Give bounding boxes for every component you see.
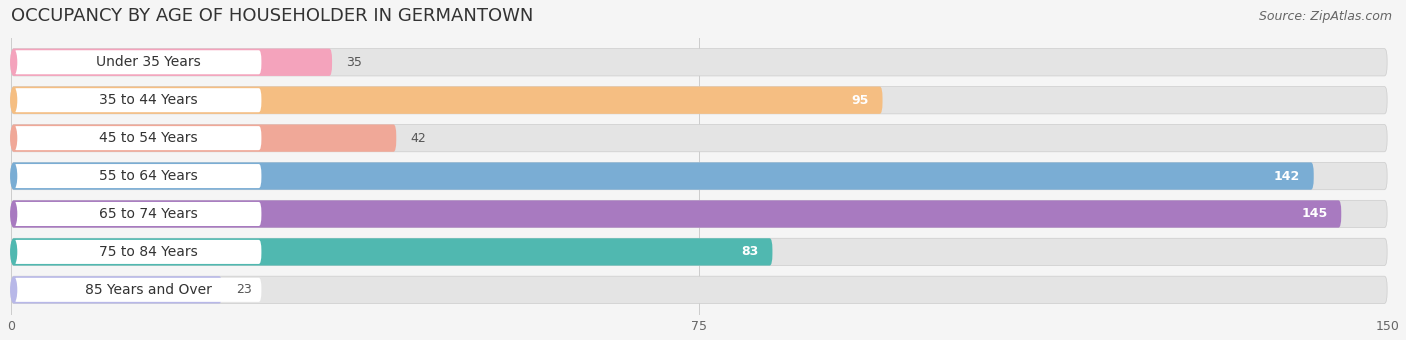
FancyBboxPatch shape	[14, 88, 262, 112]
FancyBboxPatch shape	[11, 124, 1388, 152]
Text: 35: 35	[346, 56, 361, 69]
Text: 83: 83	[741, 245, 759, 258]
Text: Source: ZipAtlas.com: Source: ZipAtlas.com	[1258, 10, 1392, 23]
Circle shape	[11, 240, 17, 264]
Circle shape	[11, 164, 17, 188]
FancyBboxPatch shape	[11, 124, 396, 152]
FancyBboxPatch shape	[14, 50, 262, 74]
Circle shape	[11, 88, 17, 112]
FancyBboxPatch shape	[11, 87, 1388, 114]
Text: 95: 95	[852, 94, 869, 107]
FancyBboxPatch shape	[11, 276, 222, 304]
FancyBboxPatch shape	[11, 163, 1388, 190]
Circle shape	[11, 126, 17, 150]
Text: 85 Years and Over: 85 Years and Over	[86, 283, 212, 297]
FancyBboxPatch shape	[11, 238, 772, 266]
FancyBboxPatch shape	[11, 200, 1341, 228]
FancyBboxPatch shape	[11, 49, 332, 76]
FancyBboxPatch shape	[14, 202, 262, 226]
FancyBboxPatch shape	[11, 87, 883, 114]
Text: 35 to 44 Years: 35 to 44 Years	[100, 93, 198, 107]
Text: 75 to 84 Years: 75 to 84 Years	[100, 245, 198, 259]
Text: 142: 142	[1274, 170, 1301, 183]
Text: 23: 23	[236, 283, 252, 296]
FancyBboxPatch shape	[11, 200, 1388, 228]
Text: 55 to 64 Years: 55 to 64 Years	[100, 169, 198, 183]
Text: 145: 145	[1301, 207, 1327, 220]
FancyBboxPatch shape	[11, 49, 1388, 76]
FancyBboxPatch shape	[14, 126, 262, 150]
Text: OCCUPANCY BY AGE OF HOUSEHOLDER IN GERMANTOWN: OCCUPANCY BY AGE OF HOUSEHOLDER IN GERMA…	[11, 7, 533, 25]
Text: Under 35 Years: Under 35 Years	[96, 55, 201, 69]
FancyBboxPatch shape	[14, 240, 262, 264]
Circle shape	[11, 202, 17, 226]
Circle shape	[11, 278, 17, 302]
Circle shape	[11, 50, 17, 74]
FancyBboxPatch shape	[11, 276, 1388, 304]
Text: 42: 42	[411, 132, 426, 144]
Text: 45 to 54 Years: 45 to 54 Years	[100, 131, 198, 145]
Text: 65 to 74 Years: 65 to 74 Years	[100, 207, 198, 221]
FancyBboxPatch shape	[14, 278, 262, 302]
FancyBboxPatch shape	[11, 238, 1388, 266]
FancyBboxPatch shape	[14, 164, 262, 188]
FancyBboxPatch shape	[11, 163, 1313, 190]
